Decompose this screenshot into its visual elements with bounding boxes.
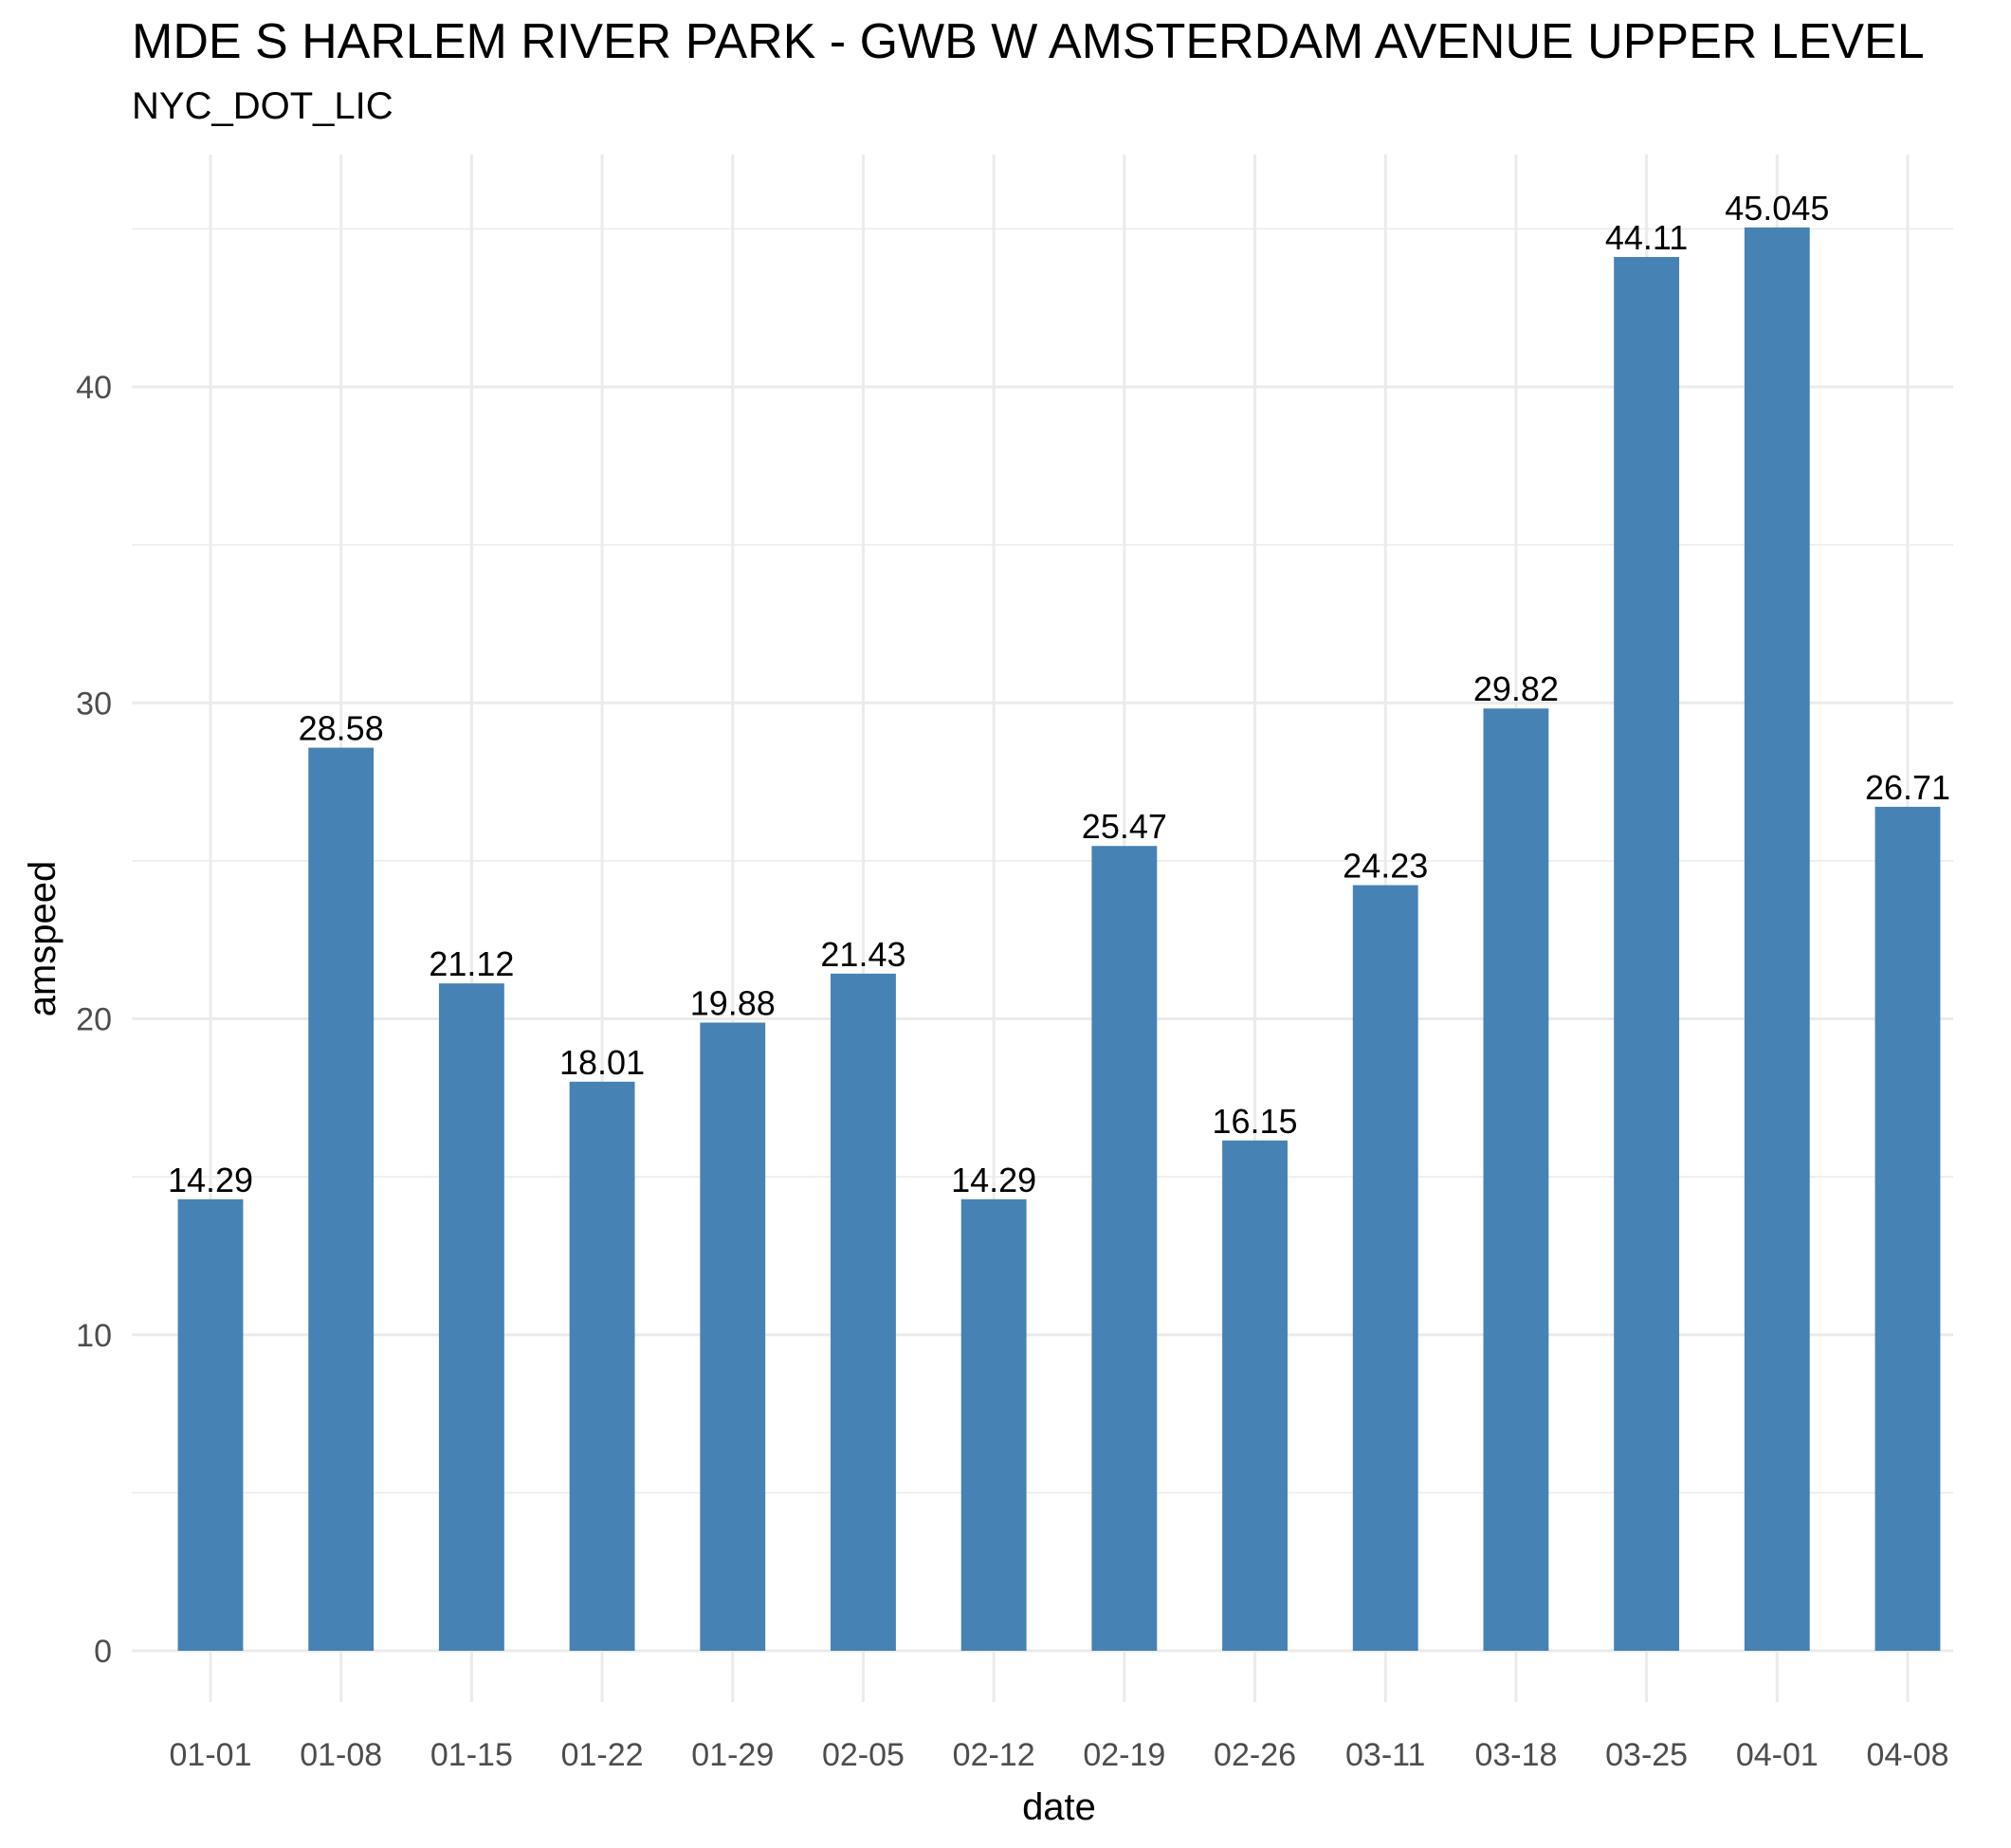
bar [1352, 885, 1418, 1651]
bar [569, 1081, 635, 1651]
x-tick-label: 04-08 [1867, 1737, 1949, 1773]
bar [831, 973, 896, 1651]
x-tick-label: 01-22 [561, 1737, 644, 1773]
data-label: 14.29 [168, 1161, 253, 1199]
x-axis-ticks: 01-01 01-08 01-15 01-22 01-29 02-05 02-12 02-19… [170, 1737, 1949, 1773]
y-tick-label: 40 [76, 370, 112, 406]
data-label: 21.12 [429, 944, 514, 983]
chart-title: MDE S HARLEM RIVER PARK - GWB W AMSTERDA… [132, 14, 1925, 69]
data-label: 21.43 [820, 935, 905, 974]
y-axis-title: amspeed [22, 861, 64, 1017]
x-tick-label: 01-29 [691, 1737, 774, 1773]
data-label: 14.29 [951, 1161, 1036, 1199]
bar [1091, 846, 1158, 1651]
data-label: 29.82 [1473, 669, 1559, 708]
bar [1874, 806, 1941, 1651]
bar [438, 983, 504, 1651]
bar [308, 747, 375, 1651]
x-tick-label: 03-25 [1605, 1737, 1688, 1773]
x-tick-label: 02-05 [822, 1737, 905, 1773]
bar [1744, 227, 1810, 1652]
x-axis-title: date [1022, 1786, 1096, 1828]
data-label: 19.88 [690, 983, 776, 1022]
bar [1614, 257, 1680, 1652]
y-axis-ticks: 0 10 20 30 40 [76, 370, 112, 1670]
data-label: 24.23 [1343, 847, 1428, 886]
data-label: 45.045 [1725, 189, 1829, 228]
y-tick-label: 0 [94, 1634, 112, 1670]
bar [700, 1022, 766, 1651]
bar [1483, 708, 1549, 1651]
data-label: 16.15 [1212, 1102, 1297, 1141]
bar [1222, 1140, 1288, 1651]
bar [177, 1198, 244, 1651]
x-tick-label: 01-15 [430, 1737, 513, 1773]
x-tick-label: 04-01 [1736, 1737, 1819, 1773]
x-tick-label: 02-26 [1214, 1737, 1296, 1773]
x-tick-label: 01-01 [170, 1737, 252, 1773]
y-tick-label: 10 [76, 1318, 112, 1354]
x-tick-label: 03-11 [1345, 1737, 1425, 1773]
x-tick-label: 03-18 [1474, 1737, 1557, 1773]
bars [177, 227, 1941, 1652]
data-label: 26.71 [1865, 768, 1950, 807]
x-tick-label: 01-08 [300, 1737, 382, 1773]
data-label: 28.58 [299, 709, 384, 748]
gridlines [132, 155, 1953, 1702]
bar [960, 1198, 1027, 1651]
data-label: 25.47 [1082, 807, 1167, 846]
chart-subtitle: NYC_DOT_LIC [132, 85, 393, 127]
y-tick-label: 30 [76, 686, 112, 722]
y-tick-label: 20 [76, 1002, 112, 1038]
data-label: 44.11 [1605, 218, 1688, 257]
data-label: 18.01 [559, 1043, 645, 1082]
x-tick-label: 02-19 [1083, 1737, 1165, 1773]
x-tick-label: 02-12 [953, 1737, 1035, 1773]
data-labels: 14.29 28.58 21.12 18.01 19.88 21.43 14.29 25.47… [168, 189, 1950, 1199]
